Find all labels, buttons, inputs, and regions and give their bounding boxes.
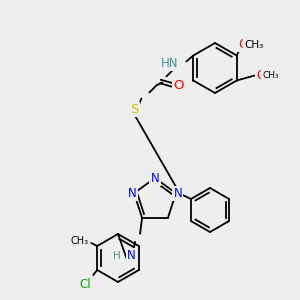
Text: N: N [127,249,136,262]
Text: CH₃: CH₃ [262,71,279,80]
Text: N: N [173,187,182,200]
Text: HN: HN [161,57,178,70]
Text: S: S [130,103,139,116]
Text: N: N [128,187,136,200]
Text: O: O [256,69,265,82]
Text: H: H [113,251,121,261]
Text: CH₃: CH₃ [244,40,263,50]
Text: CH₃: CH₃ [70,236,88,246]
Text: O: O [173,79,184,92]
Text: O: O [239,38,249,51]
Text: N: N [151,172,159,184]
Text: Cl: Cl [80,278,91,290]
